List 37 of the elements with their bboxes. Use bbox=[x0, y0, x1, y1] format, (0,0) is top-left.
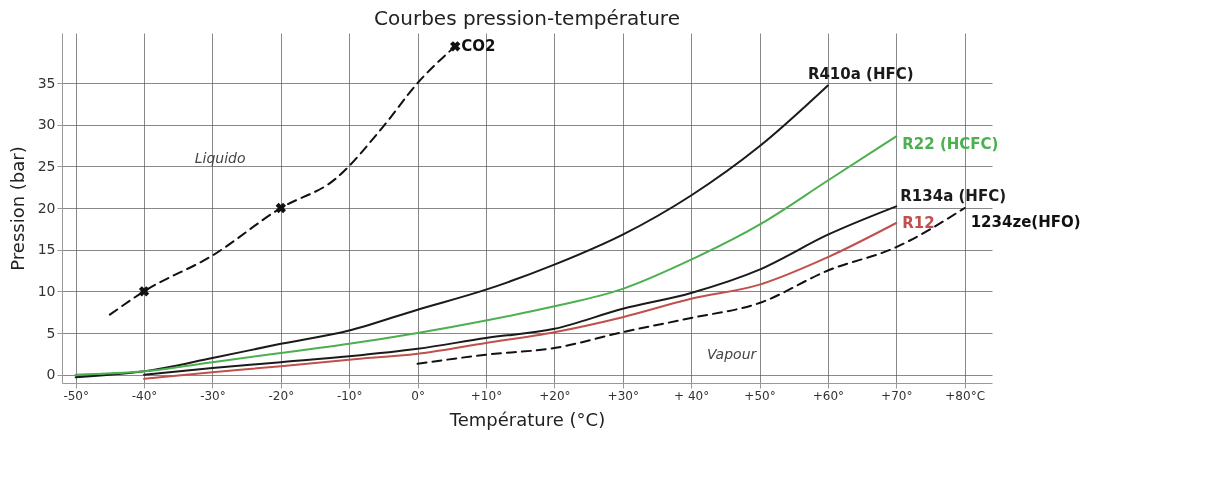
x-tick-label: -40° bbox=[131, 388, 158, 403]
series-label: R410a (HFC) bbox=[807, 64, 914, 83]
series-label: 1234ze(HFO) bbox=[970, 213, 1081, 231]
x-tick-label: +80°C bbox=[945, 388, 985, 403]
x-tick-label: +30° bbox=[607, 388, 639, 403]
series-label: CO2 bbox=[461, 37, 496, 56]
chart-title: Courbes pression-température bbox=[374, 6, 680, 30]
x-tick-label: 0° bbox=[411, 388, 425, 403]
line-series bbox=[74, 135, 898, 376]
x-tick-label: +50° bbox=[744, 388, 776, 403]
y-tick-label: 15 bbox=[37, 241, 56, 258]
series-label: R12 bbox=[902, 214, 935, 232]
line-series bbox=[74, 84, 829, 379]
x-tick-label: -20° bbox=[268, 388, 295, 403]
x-tick-label: -50° bbox=[63, 388, 89, 403]
x-tick-label: +60° bbox=[812, 388, 845, 403]
point bbox=[450, 41, 461, 52]
x-tick-label: +70° bbox=[881, 388, 913, 403]
y-tick-label: 30 bbox=[37, 116, 56, 133]
x-axis-title: Température (°C) bbox=[448, 408, 606, 430]
y-tick-label: 0 bbox=[46, 366, 56, 383]
series-label: R134a (HFC) bbox=[900, 187, 1006, 206]
y-axis-title: Pression (bar) bbox=[6, 146, 28, 271]
x-tick-label: -10° bbox=[336, 388, 363, 403]
annotation: Vapour bbox=[706, 346, 758, 362]
x-tick-label: -30° bbox=[200, 388, 226, 403]
y-tick-label: 25 bbox=[37, 157, 56, 174]
x-tick-label: +20° bbox=[539, 388, 571, 403]
y-tick-label: 35 bbox=[37, 74, 56, 91]
x-tick-label: +10° bbox=[470, 388, 503, 403]
point bbox=[275, 202, 287, 214]
x-tick-label: + 40° bbox=[674, 388, 710, 403]
line-series bbox=[416, 207, 966, 365]
point bbox=[138, 286, 150, 297]
y-tick-label: 10 bbox=[37, 282, 56, 299]
y-tick-label: 20 bbox=[37, 199, 56, 216]
y-tick-label: 5 bbox=[46, 324, 56, 341]
